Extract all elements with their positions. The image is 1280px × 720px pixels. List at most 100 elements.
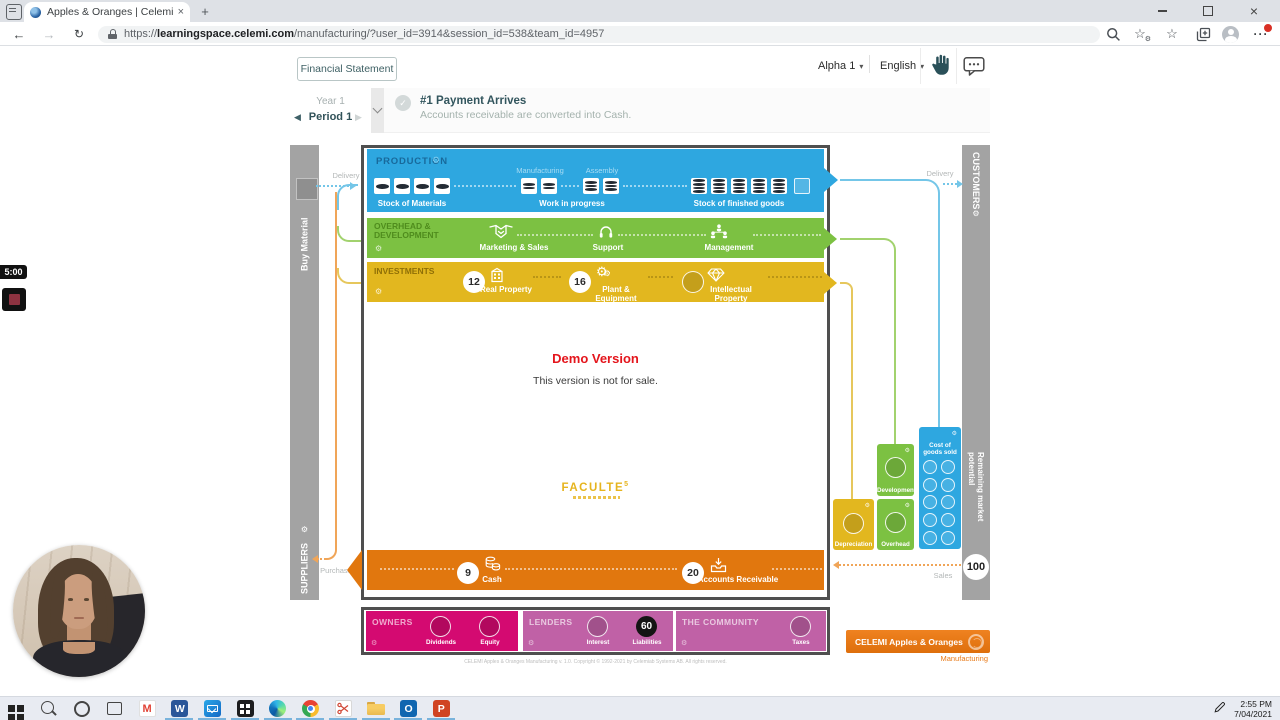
- previous-period-arrow[interactable]: ◀: [294, 112, 301, 122]
- development-gear-icon[interactable]: [905, 447, 910, 454]
- reload-button[interactable]: ↻: [73, 27, 85, 41]
- depreciation-slot[interactable]: [843, 513, 864, 534]
- taskbar-cortana[interactable]: [65, 697, 98, 720]
- investments-gear-icon[interactable]: [375, 287, 382, 296]
- taskbar-taskview[interactable]: [98, 697, 131, 720]
- tab-close-icon[interactable]: ×: [177, 6, 184, 18]
- cogs-slot[interactable]: [923, 513, 937, 528]
- stop-recording-button[interactable]: [2, 288, 26, 311]
- cogs-slot[interactable]: [941, 495, 955, 510]
- gears-icon: [596, 264, 611, 280]
- window-maximize-button[interactable]: [1186, 0, 1230, 22]
- header-separator: [956, 48, 957, 84]
- chrome-icon: [302, 700, 320, 717]
- taskbar-word[interactable]: W: [163, 697, 196, 720]
- production-unit[interactable]: [374, 178, 390, 194]
- cogs-slot[interactable]: [941, 513, 955, 528]
- real-property-value[interactable]: 12: [463, 271, 485, 293]
- taskbar-powerpoint[interactable]: P: [425, 697, 458, 720]
- cash-value[interactable]: 9: [457, 562, 479, 584]
- next-period-arrow[interactable]: ▶: [355, 112, 362, 122]
- taskbar-explorer[interactable]: [360, 697, 393, 720]
- team-selector[interactable]: Alpha 1: [818, 59, 863, 73]
- raise-hand-icon[interactable]: [928, 52, 954, 78]
- owners-gear-icon[interactable]: [371, 639, 377, 647]
- production-unit-empty-slot[interactable]: [794, 178, 810, 194]
- production-unit[interactable]: [731, 178, 747, 194]
- liabilities-value[interactable]: 60: [636, 616, 657, 637]
- production-unit[interactable]: [751, 178, 767, 194]
- buy-material-slot[interactable]: [296, 178, 318, 200]
- production-unit[interactable]: [771, 178, 787, 194]
- recording-timer: 5:00: [0, 265, 27, 279]
- window-minimize-button[interactable]: [1140, 0, 1184, 22]
- search-icon[interactable]: [1104, 26, 1122, 42]
- cogs-slot[interactable]: [941, 477, 955, 492]
- dividends-slot[interactable]: [430, 616, 451, 637]
- overhead-gear-icon[interactable]: [905, 502, 910, 509]
- cogs-slot[interactable]: [923, 530, 937, 545]
- accounts-receivable-value[interactable]: 20: [682, 562, 704, 584]
- window-close-button[interactable]: [1232, 0, 1276, 22]
- lenders-gear-icon[interactable]: [528, 639, 534, 647]
- cogs-slot[interactable]: [923, 495, 937, 510]
- cogs-gear-icon[interactable]: [952, 430, 957, 437]
- address-bar[interactable]: https://learningspace.celemi.com/manufac…: [98, 25, 1100, 43]
- overhead-slot[interactable]: [885, 512, 906, 533]
- taskbar-chrome[interactable]: [294, 697, 327, 720]
- production-unit[interactable]: [434, 178, 450, 194]
- community-gear-icon[interactable]: [681, 639, 687, 647]
- taskbar-snip[interactable]: [327, 697, 360, 720]
- production-unit[interactable]: [541, 178, 557, 194]
- cogs-slot[interactable]: [941, 530, 955, 545]
- taskbar-store[interactable]: [229, 697, 262, 720]
- back-button[interactable]: ←: [12, 26, 26, 42]
- collections-icon[interactable]: [1194, 26, 1212, 42]
- taxes-slot[interactable]: [790, 616, 811, 637]
- taskbar-start[interactable]: [0, 697, 33, 720]
- suppliers-gear-icon[interactable]: [290, 522, 319, 536]
- production-unit[interactable]: [711, 178, 727, 194]
- pen-icon[interactable]: [1214, 700, 1226, 718]
- taskbar-clock[interactable]: 2:55 PM 7/04/2021: [1234, 699, 1272, 719]
- market-potential-value[interactable]: 100: [963, 554, 989, 580]
- depreciation-gear-icon[interactable]: [865, 502, 870, 509]
- browser-tab[interactable]: Apples & Oranges | Celemi ×: [24, 2, 190, 22]
- equity-slot[interactable]: [479, 616, 500, 637]
- language-selector[interactable]: English: [880, 59, 924, 73]
- taskbar-gmail[interactable]: M: [131, 697, 164, 720]
- active-indicator: [426, 718, 455, 720]
- forward-button[interactable]: →: [42, 26, 56, 42]
- stock-of-materials-label: Stock of Materials: [377, 199, 447, 208]
- development-slot[interactable]: [885, 457, 906, 478]
- expand-periods-chevron[interactable]: [371, 88, 384, 133]
- intellectual-property-slot[interactable]: [682, 271, 704, 293]
- add-favorite-icon[interactable]: ☆: [1131, 26, 1149, 42]
- taskbar-mail[interactable]: [196, 697, 229, 720]
- profile-avatar[interactable]: [1222, 26, 1239, 43]
- overhead-gear-icon[interactable]: [375, 244, 382, 253]
- production-unit[interactable]: [521, 178, 537, 194]
- favorites-icon[interactable]: ☆: [1166, 26, 1178, 41]
- cogs-slot[interactable]: [941, 460, 955, 474]
- taskbar-edge[interactable]: [262, 697, 295, 720]
- production-gear-icon[interactable]: [432, 155, 440, 166]
- financial-statement-button[interactable]: Financial Statement: [297, 57, 397, 81]
- customers-gear-icon[interactable]: [962, 206, 990, 220]
- chat-icon[interactable]: [962, 55, 986, 77]
- production-unit[interactable]: [583, 178, 599, 194]
- interest-slot[interactable]: [587, 616, 608, 637]
- production-unit[interactable]: [691, 178, 707, 194]
- cogs-slot[interactable]: [923, 477, 937, 492]
- building-icon: [489, 267, 505, 288]
- production-unit[interactable]: [603, 178, 619, 194]
- new-tab-button[interactable]: +: [201, 3, 209, 19]
- vertical-tabs-icon[interactable]: [6, 4, 22, 20]
- buy-material-label: Buy Material: [299, 217, 310, 271]
- cogs-slot[interactable]: [923, 460, 937, 474]
- plant-equipment-value[interactable]: 16: [569, 271, 591, 293]
- taskbar-search[interactable]: [33, 697, 66, 720]
- production-unit[interactable]: [414, 178, 430, 194]
- production-unit[interactable]: [394, 178, 410, 194]
- taskbar-outlook[interactable]: O: [392, 697, 425, 720]
